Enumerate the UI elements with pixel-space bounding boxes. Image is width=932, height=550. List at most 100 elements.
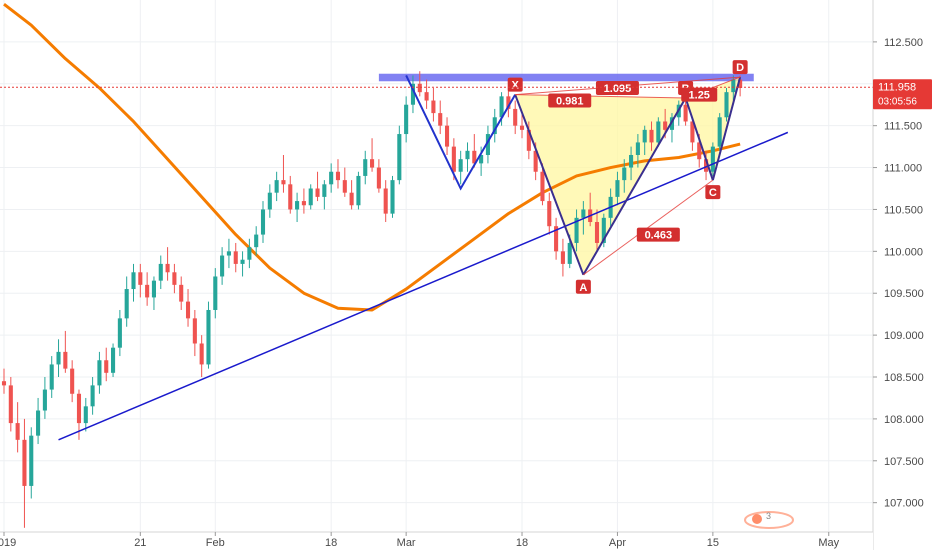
candle-body bbox=[697, 142, 702, 160]
candle bbox=[301, 188, 306, 214]
candle-body bbox=[519, 125, 525, 130]
candle bbox=[172, 263, 177, 294]
candle bbox=[574, 209, 579, 252]
candle bbox=[274, 171, 279, 202]
candle-body bbox=[274, 180, 279, 193]
candle-body bbox=[179, 284, 184, 302]
candle bbox=[594, 209, 600, 252]
candle-body bbox=[370, 159, 375, 168]
candle-body bbox=[581, 209, 586, 218]
candle bbox=[315, 171, 320, 202]
candle bbox=[424, 79, 429, 109]
candle-body bbox=[213, 276, 218, 310]
candle bbox=[29, 427, 34, 499]
candle-body bbox=[342, 180, 347, 193]
x-tick-label: Feb bbox=[206, 537, 225, 549]
candle-body bbox=[424, 92, 429, 101]
moving-average-line bbox=[3, 2, 741, 312]
candle bbox=[138, 263, 143, 298]
pattern-ratio-line bbox=[583, 179, 714, 276]
pattern-point-a-text: A bbox=[579, 282, 587, 294]
candle bbox=[206, 301, 211, 369]
candle bbox=[308, 184, 313, 210]
candle-body bbox=[451, 146, 456, 172]
candle bbox=[70, 360, 75, 403]
pattern-ratio-line bbox=[515, 94, 686, 99]
candle-body bbox=[104, 360, 109, 373]
candle bbox=[431, 87, 436, 122]
candle-body bbox=[615, 180, 620, 197]
candle-body bbox=[295, 201, 300, 210]
candle bbox=[192, 309, 197, 357]
candle-body bbox=[220, 255, 225, 277]
candle-body bbox=[656, 121, 661, 143]
candle-body bbox=[438, 113, 443, 126]
candle-body bbox=[731, 79, 736, 93]
last-price-label: 111.958 bbox=[878, 81, 916, 93]
candle-body bbox=[444, 125, 450, 147]
candle-body bbox=[738, 79, 743, 88]
candle bbox=[492, 108, 497, 143]
y-tick-label: 107.500 bbox=[884, 456, 924, 468]
candle bbox=[404, 96, 409, 143]
candle bbox=[1, 368, 7, 394]
trendline-layer bbox=[58, 131, 789, 441]
pattern-ratio-label-bg bbox=[548, 93, 592, 108]
candle bbox=[444, 117, 450, 155]
candle bbox=[642, 125, 647, 155]
pattern-point-c-text: C bbox=[709, 187, 717, 199]
moving-average-layer bbox=[3, 2, 741, 312]
candle-body bbox=[301, 201, 306, 206]
pattern-leg bbox=[514, 94, 585, 276]
candle bbox=[111, 343, 116, 378]
candle bbox=[117, 309, 122, 357]
candle-body bbox=[629, 154, 634, 168]
candle-body bbox=[8, 385, 13, 424]
candle bbox=[145, 272, 150, 306]
candle-body bbox=[479, 154, 484, 164]
candle-body bbox=[574, 217, 579, 243]
candle bbox=[179, 276, 184, 310]
candle bbox=[438, 100, 443, 135]
watermark-logo-ring bbox=[744, 511, 794, 529]
candle-body bbox=[513, 108, 518, 126]
y-gridlines bbox=[0, 41, 873, 504]
candle-body bbox=[458, 159, 463, 172]
candle-body bbox=[642, 129, 647, 143]
candle bbox=[356, 171, 361, 210]
x-tick-label: 21 bbox=[134, 537, 146, 549]
candle-body bbox=[492, 117, 497, 135]
candle-body bbox=[472, 150, 477, 164]
x-tick-label: Mar bbox=[397, 537, 416, 549]
candle bbox=[104, 347, 109, 382]
candle bbox=[165, 247, 170, 281]
candle-body bbox=[240, 259, 245, 264]
candle-body bbox=[254, 234, 259, 248]
candle bbox=[22, 418, 27, 528]
candle bbox=[240, 251, 245, 277]
pattern-ratio-label-text: 1.095 bbox=[604, 83, 632, 95]
candle bbox=[90, 377, 95, 415]
x-axis-panel[interactable] bbox=[0, 532, 873, 550]
candle bbox=[226, 238, 231, 269]
candle bbox=[417, 71, 422, 97]
y-tick-label: 112.500 bbox=[884, 37, 923, 49]
candle-body bbox=[404, 104, 409, 135]
pattern-point-d-text: D bbox=[736, 62, 744, 74]
candle-body bbox=[90, 385, 95, 407]
candle-body bbox=[635, 142, 640, 155]
candle bbox=[656, 117, 661, 147]
candle bbox=[629, 146, 634, 181]
candles-layer bbox=[1, 71, 743, 528]
candle-body bbox=[663, 121, 668, 130]
candle-body bbox=[540, 171, 545, 202]
pattern-ratio-label-bg bbox=[636, 227, 680, 242]
candle-body bbox=[70, 368, 75, 394]
candle-body bbox=[329, 171, 334, 185]
candle-body bbox=[111, 347, 116, 373]
candle bbox=[485, 125, 490, 164]
candle bbox=[199, 335, 204, 378]
candle-body bbox=[554, 226, 559, 252]
pattern-ratio-label: 1.095 bbox=[595, 80, 639, 95]
